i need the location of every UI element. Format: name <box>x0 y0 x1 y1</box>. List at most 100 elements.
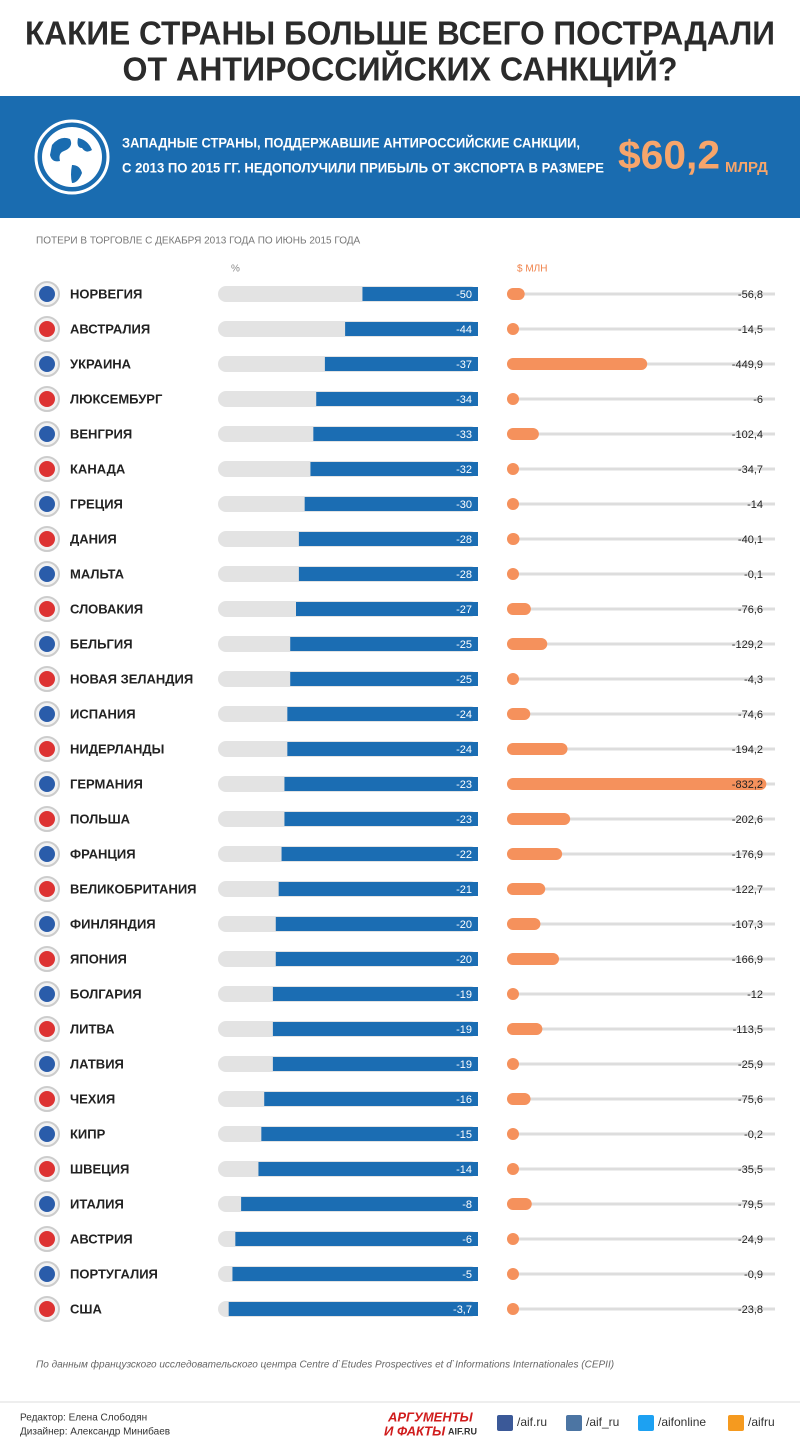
flag <box>39 1091 55 1107</box>
value-label: -22 <box>456 849 472 861</box>
flag <box>39 286 55 302</box>
country-name: ФРАНЦИЯ <box>70 846 136 861</box>
value-label: -16 <box>456 1094 472 1106</box>
bar <box>507 988 519 1000</box>
bar <box>507 1198 532 1210</box>
flag <box>39 846 55 862</box>
value-label: -19 <box>456 989 472 1001</box>
country-name: НОРВЕГИЯ <box>70 286 142 301</box>
series-header: $ МЛН <box>517 264 547 275</box>
social[interactable]: /aifonline <box>658 1415 706 1429</box>
bar <box>507 1093 531 1105</box>
value-label: -44 <box>456 324 472 336</box>
value-label: -25 <box>456 674 472 686</box>
value-label: -32 <box>456 464 472 476</box>
bar <box>290 672 478 686</box>
value-label: -6 <box>462 1234 472 1246</box>
flag <box>39 426 55 442</box>
country-name: БОЛГАРИЯ <box>70 986 142 1001</box>
country-name: ДАНИЯ <box>70 531 117 546</box>
flag <box>39 566 55 582</box>
social[interactable]: /aif_ru <box>586 1415 619 1429</box>
bar <box>507 673 519 685</box>
country-name: УКРАИНА <box>70 356 132 371</box>
flag <box>39 1126 55 1142</box>
bar <box>345 322 478 336</box>
bar <box>281 847 478 861</box>
globe-icon <box>34 119 110 195</box>
bar <box>507 883 546 895</box>
flag <box>39 776 55 792</box>
value-label: -23 <box>456 814 472 826</box>
country-name: ГЕРМАНИЯ <box>70 776 143 791</box>
country-name: ПОЛЬША <box>70 811 131 826</box>
social[interactable]: /aifru <box>748 1415 775 1429</box>
value-label: -25 <box>456 639 472 651</box>
bar <box>272 987 478 1001</box>
flag <box>39 1056 55 1072</box>
bar <box>298 567 478 581</box>
bar <box>284 777 478 791</box>
flag <box>39 531 55 547</box>
value-label: -21 <box>456 884 472 896</box>
country-name: АВСТРАЛИЯ <box>70 321 150 336</box>
value-label: -35,5 <box>738 1164 763 1176</box>
credit: Редактор: Елена Слободян <box>20 1412 147 1424</box>
bar <box>507 813 571 825</box>
country-name: ЛИТВА <box>70 1021 115 1036</box>
flag <box>39 986 55 1002</box>
bar <box>507 1233 519 1245</box>
value-label: -166,9 <box>732 954 763 966</box>
value-label: -34,7 <box>738 464 763 476</box>
value-label: -74,6 <box>738 709 763 721</box>
bar <box>275 952 478 966</box>
banner-text: С 2013 ПО 2015 ГГ. НЕДОПОЛУЧИЛИ ПРИБЫЛЬ … <box>122 160 604 176</box>
value-label: -14,5 <box>738 324 763 336</box>
bar <box>507 708 531 720</box>
bar <box>284 812 478 826</box>
bar <box>228 1302 478 1316</box>
value-label: -23 <box>456 779 472 791</box>
bar <box>507 1023 543 1035</box>
bar <box>272 1057 478 1071</box>
bar <box>507 743 568 755</box>
bar <box>278 882 478 896</box>
bar <box>287 742 478 756</box>
country-name: НОВАЯ ЗЕЛАНДИЯ <box>70 671 193 686</box>
bar <box>507 1268 519 1280</box>
bar <box>316 392 478 406</box>
subtitle: ПОТЕРИ В ТОРГОВЛЕ С ДЕКАБРЯ 2013 ГОДА ПО… <box>36 236 361 247</box>
bar <box>507 568 519 580</box>
banner-total: $60,2 <box>618 134 720 178</box>
bar <box>290 637 478 651</box>
value-label: -0,9 <box>744 1269 763 1281</box>
country-name: ЧЕХИЯ <box>70 1091 115 1106</box>
value-label: -34 <box>456 394 472 406</box>
value-label: -27 <box>456 604 472 616</box>
value-label: -8 <box>462 1199 472 1211</box>
country-name: ВЕНГРИЯ <box>70 426 132 441</box>
flag <box>39 601 55 617</box>
flag <box>39 1266 55 1282</box>
value-label: -6 <box>753 394 763 406</box>
flag <box>39 496 55 512</box>
country-name: КАНАДА <box>70 461 126 476</box>
country-name: ГРЕЦИЯ <box>70 496 123 511</box>
bar <box>507 1128 519 1140</box>
value-label: -20 <box>456 954 472 966</box>
bar <box>298 532 478 546</box>
value-label: -176,9 <box>732 849 763 861</box>
bar <box>507 953 560 965</box>
country-name: ИСПАНИЯ <box>70 706 136 721</box>
social[interactable]: /aif.ru <box>517 1415 547 1429</box>
bar <box>507 463 519 475</box>
value-label: -24 <box>456 709 472 721</box>
value-label: -24,9 <box>738 1234 763 1246</box>
value-label: -832,2 <box>732 779 763 791</box>
country-name: США <box>70 1301 102 1316</box>
flag <box>39 741 55 757</box>
bar <box>235 1232 478 1246</box>
value-label: -20 <box>456 919 472 931</box>
bar <box>507 638 548 650</box>
